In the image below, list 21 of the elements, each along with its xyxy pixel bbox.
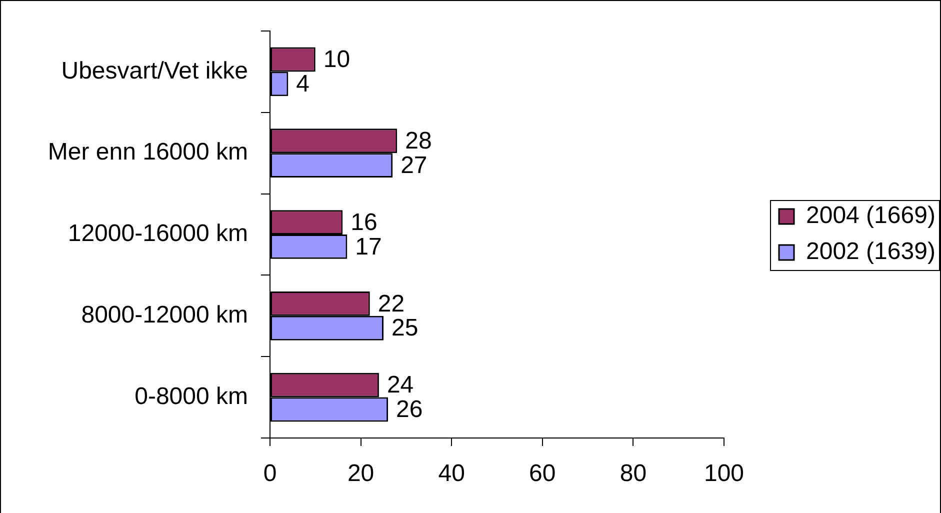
data-label: 26 <box>396 396 423 424</box>
y-tick-label: Mer enn 16000 km <box>48 138 248 166</box>
data-label: 4 <box>296 70 310 98</box>
data-label: 22 <box>378 290 405 318</box>
x-tick-label: 80 <box>620 460 647 488</box>
x-tick-label: 0 <box>263 460 277 488</box>
legend-label: 2002 (1639) <box>806 238 936 266</box>
x-tick-label: 40 <box>438 460 465 488</box>
y-tick-label: 8000-12000 km <box>81 302 248 329</box>
y-tick-label: 0-8000 km <box>134 382 248 410</box>
data-label: 16 <box>350 208 378 236</box>
y-tick-label: Ubesvart/Vet ikke <box>61 57 248 84</box>
legend-label: 2004 (1669) <box>806 202 936 230</box>
data-label: 25 <box>392 314 418 342</box>
x-tick-label: 20 <box>347 460 374 488</box>
x-tick-label: 60 <box>529 460 556 488</box>
data-label: 10 <box>323 46 350 74</box>
y-tick-label: 12000-16000 km <box>68 220 248 248</box>
x-tick-label: 100 <box>704 460 744 488</box>
data-label: 17 <box>355 233 382 260</box>
data-label: 24 <box>386 372 414 399</box>
